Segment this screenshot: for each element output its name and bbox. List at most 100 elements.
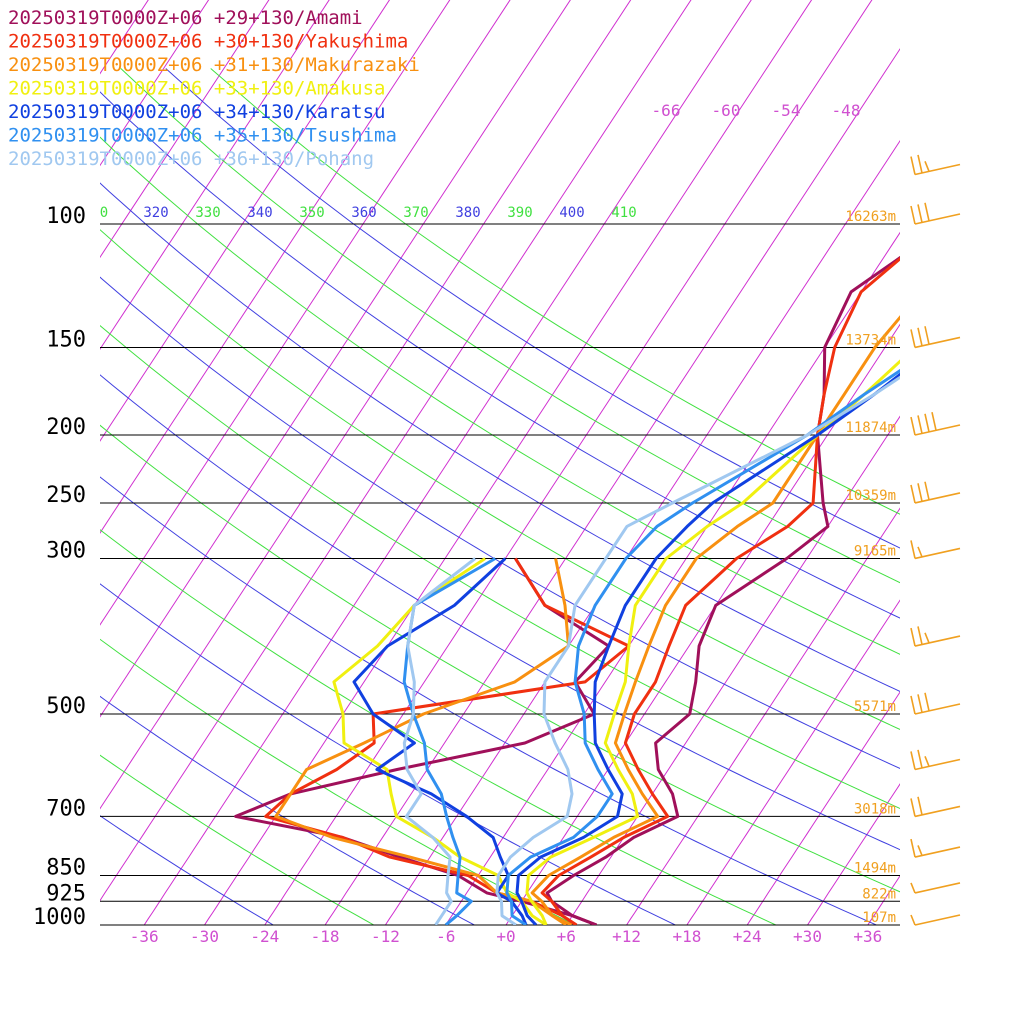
- wind-barb: [910, 540, 961, 560]
- wind-barb: [910, 481, 961, 504]
- wind-barb-feather: [917, 483, 923, 502]
- x-tick-label: +6: [557, 927, 576, 946]
- wind-barb-feather: [910, 838, 916, 858]
- wind-barb-feather: [917, 694, 923, 713]
- theta-label: 390: [507, 205, 532, 221]
- wind-barb-feather: [924, 161, 930, 172]
- theta-label: 320: [143, 205, 168, 221]
- chart-legend: 20250319T0000Z+06 +29+130/Amami20250319T…: [8, 7, 420, 170]
- dry-adiabat-line: [100, 583, 676, 925]
- isotherm-label: -66: [652, 101, 681, 120]
- wind-barb-staff: [914, 492, 961, 504]
- height-label: 1494m: [854, 861, 896, 877]
- pressure-label: 1000: [33, 905, 86, 930]
- wind-barb-feather: [910, 156, 916, 175]
- wind-barb-feather: [924, 326, 930, 345]
- x-tick-label: +18: [672, 927, 701, 946]
- x-tick-label: -24: [250, 927, 279, 946]
- dry-adiabat-line: [100, 529, 777, 925]
- x-tick-label: -6: [436, 927, 455, 946]
- wind-barb-staff: [914, 635, 961, 647]
- dry-adiabat-line: [120, 68, 900, 584]
- wind-barb-feather: [910, 627, 916, 647]
- temperature-line-2: [530, 315, 900, 925]
- wind-barb: [910, 326, 961, 349]
- dry-adiabat-line: [100, 276, 900, 770]
- wind-barb: [910, 882, 961, 894]
- wind-barb-feather: [910, 751, 916, 770]
- dry-adiabat-line: [100, 476, 877, 925]
- wind-barb-feather: [917, 154, 923, 174]
- isotherm-line: [505, 323, 900, 925]
- wind-barb-feather: [924, 413, 930, 432]
- height-label: 9165m: [854, 543, 896, 559]
- dry-adiabat-line: [100, 229, 900, 730]
- wind-barb-staff: [914, 424, 961, 436]
- temperature-line-0: [545, 255, 900, 925]
- legend-entry: 20250319T0000Z+06 +29+130/Amami: [8, 7, 363, 29]
- wind-barb-feather: [924, 632, 930, 644]
- isotherm-line: [867, 874, 900, 925]
- dewpoint-line-5: [402, 557, 497, 925]
- wind-barb-feather: [924, 202, 930, 221]
- temperature-line-1: [540, 256, 900, 925]
- theta-label: 360: [351, 205, 376, 221]
- dewpoint-line-6: [402, 557, 477, 925]
- legend-entry: 20250319T0000Z+06 +33+130/Amakusa: [8, 78, 386, 100]
- theta-label: 340: [247, 205, 272, 221]
- dry-adiabat-line: [165, 68, 900, 549]
- theta-label: 410: [611, 205, 636, 221]
- wind-barb-feather: [924, 481, 930, 500]
- wind-barb-staff: [914, 882, 961, 894]
- x-tick-label: -18: [311, 927, 340, 946]
- wind-barb-feather: [910, 205, 916, 225]
- dewpoint-line-0: [234, 557, 611, 925]
- wind-barb: [910, 838, 961, 858]
- isobars: [100, 223, 900, 926]
- wind-barb-feather: [917, 546, 923, 558]
- wind-barb: [910, 796, 961, 818]
- x-tick-label: +24: [733, 927, 762, 946]
- wind-barb-staff: [914, 703, 961, 715]
- wind-barb-staff: [914, 805, 961, 818]
- wind-barb-staff: [914, 914, 961, 926]
- wind-barb-feather: [917, 845, 923, 856]
- isotherm-line: [928, 0, 1024, 925]
- wind-barb-feather: [910, 329, 916, 348]
- wind-barb-staff: [914, 336, 961, 349]
- height-label: 822m: [862, 886, 896, 902]
- dry-adiabat-line: [100, 136, 900, 655]
- legend-entry: 20250319T0000Z+06 +30+130/Yakushima: [8, 31, 408, 53]
- isotherm-label: -54: [772, 101, 801, 120]
- theta-label: 400: [559, 205, 584, 221]
- theta-label: 0: [100, 205, 108, 221]
- temperature-line-5: [505, 368, 900, 925]
- wind-barb: [910, 914, 961, 926]
- height-label: 5571m: [854, 699, 896, 715]
- wind-barb-feather: [910, 914, 916, 926]
- wind-barb-staff: [914, 758, 961, 771]
- dry-adiabat-line: [100, 424, 900, 893]
- wind-barb: [910, 412, 961, 436]
- height-label: 16263m: [845, 209, 896, 225]
- isotherm-line: [746, 691, 900, 925]
- x-tick-label: -36: [130, 927, 159, 946]
- wind-barb-staff: [914, 547, 961, 560]
- x-tick-label: -12: [371, 927, 400, 946]
- height-label: 13734m: [845, 332, 896, 348]
- wind-barb-feather: [917, 796, 923, 815]
- isotherm-line: [565, 415, 900, 925]
- height-label: 3018m: [854, 801, 896, 817]
- height-label: 10359m: [845, 488, 896, 504]
- pressure-label: 200: [46, 415, 86, 440]
- dewpoint-line-3: [332, 557, 548, 925]
- x-tick-label: +36: [853, 927, 882, 946]
- wind-barb-feather: [917, 415, 923, 434]
- pressure-label: 100: [46, 204, 86, 229]
- wind-barb-staff: [914, 163, 961, 176]
- wind-barb-feather: [910, 695, 916, 715]
- pressure-label: 300: [46, 538, 86, 563]
- temperature-line-3: [525, 359, 900, 925]
- dry-adiabat-line: [210, 68, 900, 515]
